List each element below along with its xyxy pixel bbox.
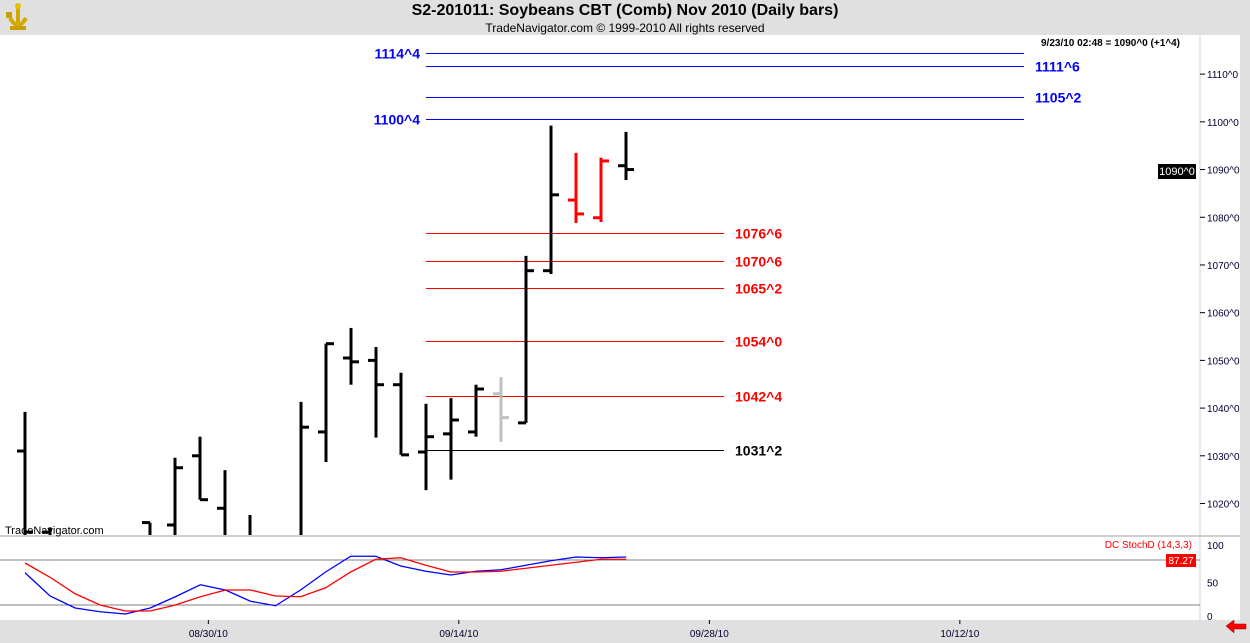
ohlc-bar: [142, 521, 152, 535]
ohlc-bar: [343, 327, 359, 385]
x-tick-label: 08/30/10: [189, 629, 228, 640]
chart-header: S2-201011: Soybeans CBT (Comb) Nov 2010 …: [0, 0, 1250, 35]
last-price-box: [1158, 164, 1196, 179]
y-tick-label: 1110^0: [1207, 70, 1238, 81]
y-tick-label: 1060^0: [1207, 309, 1240, 320]
chart-title: S2-201011: Soybeans CBT (Comb) Nov 2010 …: [411, 2, 839, 19]
y-tick-label: 1100^0: [1207, 118, 1239, 129]
chart-subtitle: TradeNavigator.com © 1999-2010 All right…: [485, 21, 765, 35]
y-tick-label: 1030^0: [1207, 452, 1240, 463]
stoch-y-tick-label: 0: [1207, 612, 1213, 623]
ohlc-bar: [248, 514, 252, 535]
watermark: TradeNavigator.com: [5, 525, 104, 537]
ohlc-bar: [318, 342, 334, 463]
y-tick-label: 1050^0: [1207, 356, 1240, 367]
ohlc-bar: [167, 457, 183, 535]
x-tick-label: 09/28/10: [690, 629, 729, 640]
y-tick-label: 1040^0: [1207, 404, 1240, 415]
x-tick-label: 09/14/10: [439, 629, 478, 640]
level-label: 1070^6: [735, 254, 782, 270]
stoch-y-tick-label: 50: [1207, 579, 1219, 590]
ohlc-bar: [518, 255, 534, 425]
level-label: 1100^4: [374, 112, 421, 128]
stoch-last-box: [1166, 554, 1196, 567]
ohlc-bar: [42, 527, 52, 535]
scroll-left-arrow-icon[interactable]: [1225, 619, 1247, 634]
ohlc-bar: [17, 411, 33, 535]
price-levels: 1114^4 1111^6 1105^2 1100^4 1076^6 1070^6 1065…: [374, 46, 1082, 459]
ohlc-bar: [192, 436, 208, 502]
level-label: 1076^6: [735, 226, 782, 242]
stoch-last-label: 87.27: [1168, 556, 1193, 567]
ohlc-bar: [543, 125, 559, 275]
date-axis: [0, 620, 1250, 643]
ohlc-bar: [368, 347, 384, 438]
stoch-y-tick-label: 100: [1207, 541, 1224, 552]
ohlc-bar: [568, 152, 584, 223]
level-label: 1114^4: [374, 46, 420, 62]
level-label: 1105^2: [1035, 90, 1082, 106]
plot-background: [0, 35, 1240, 620]
level-label: 1065^2: [735, 281, 782, 297]
trade-navigator-logo-icon[interactable]: [4, 2, 32, 32]
level-label: 1031^2: [735, 443, 782, 459]
ohlc-bar: [299, 401, 309, 535]
ohlc-bar: [443, 398, 459, 480]
level-label: 1054^0: [735, 334, 782, 350]
y-tick-label: 1090^0: [1207, 166, 1240, 177]
level-label: 1042^4: [735, 389, 782, 405]
price-axis: 1020^0 1030^0 1040^0 1050^0 1060^0 1070^0 1080…: [1200, 70, 1240, 511]
ohlc-bar: [393, 372, 409, 457]
y-tick-label: 1080^0: [1207, 213, 1240, 224]
y-tick-label: 1020^0: [1207, 500, 1240, 511]
price-bars: [17, 125, 634, 535]
panel-divider[interactable]: [0, 535, 1240, 537]
price-readout: 9/23/10 02:48 = 1090^0 (+1^4): [1041, 38, 1180, 49]
ohlc-bar: [418, 403, 434, 491]
ohlc-bar: [593, 157, 609, 223]
last-price-label: 1090^0: [1159, 166, 1195, 178]
stoch-series-d: [24, 557, 627, 612]
ohlc-bar: [493, 377, 509, 442]
ohlc-bar: [468, 384, 484, 437]
y-tick-label: 1070^0: [1207, 261, 1240, 272]
stochastic-panel: DC StochD (14,3,3) 0 50 100 87.27: [0, 540, 1224, 623]
date-axis-ticks: 08/30/10 09/14/10 09/28/10 10/12/10: [189, 620, 980, 640]
ohlc-bar: [217, 470, 227, 535]
ohlc-bar: [618, 131, 634, 181]
x-tick-label: 10/12/10: [940, 629, 979, 640]
stoch-title: DC StochD (14,3,3): [1105, 540, 1192, 551]
stoch-series-k: [24, 555, 627, 615]
level-label: 1111^6: [1035, 59, 1080, 75]
